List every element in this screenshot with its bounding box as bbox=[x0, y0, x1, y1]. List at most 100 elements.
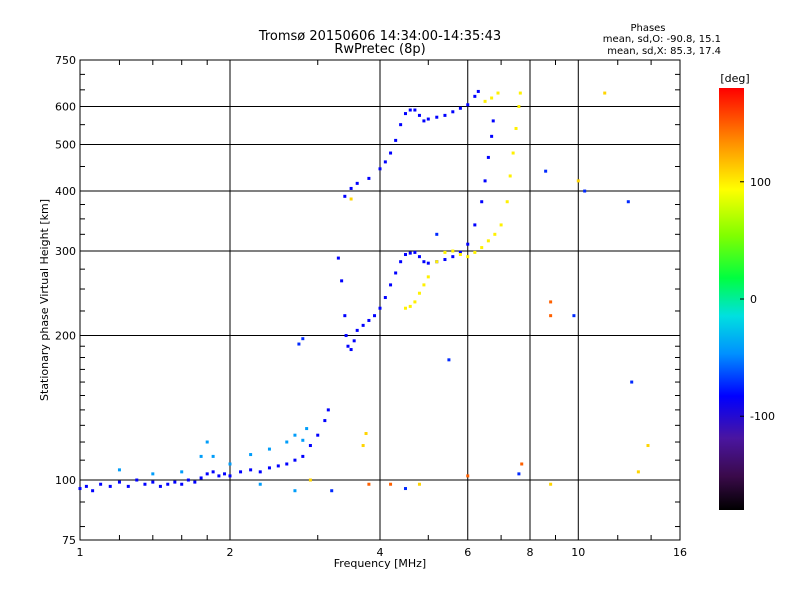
data-point bbox=[239, 470, 243, 474]
data-point bbox=[408, 304, 412, 308]
data-point bbox=[435, 115, 439, 119]
data-point bbox=[211, 470, 215, 474]
data-point bbox=[297, 342, 301, 346]
data-point bbox=[228, 474, 232, 478]
data-point bbox=[223, 472, 227, 476]
data-point bbox=[383, 296, 387, 300]
data-point bbox=[451, 110, 455, 114]
data-point bbox=[186, 478, 190, 482]
x-tick-label: 16 bbox=[673, 546, 687, 559]
data-point bbox=[426, 117, 430, 121]
y-tick-label: 200 bbox=[55, 330, 76, 343]
data-point bbox=[549, 300, 553, 304]
data-point bbox=[367, 318, 371, 322]
data-point bbox=[84, 484, 88, 488]
data-point bbox=[285, 440, 289, 444]
colorbar-tick-label: 0 bbox=[750, 293, 757, 306]
data-point bbox=[549, 482, 553, 486]
data-point bbox=[330, 489, 334, 493]
data-point bbox=[389, 151, 393, 155]
data-point bbox=[135, 478, 139, 482]
data-point bbox=[117, 468, 121, 472]
chart-title: Tromsø 20150606 14:34:00-14:35:43 bbox=[258, 29, 501, 44]
data-point bbox=[426, 261, 430, 265]
y-tick-label: 300 bbox=[55, 245, 76, 258]
data-point bbox=[646, 444, 650, 448]
data-point bbox=[143, 482, 147, 486]
x-tick-label: 10 bbox=[571, 546, 585, 559]
data-point bbox=[352, 339, 356, 343]
data-point bbox=[413, 300, 417, 304]
data-point bbox=[626, 200, 630, 204]
data-point bbox=[199, 454, 203, 458]
series-points bbox=[343, 89, 480, 198]
data-point bbox=[466, 474, 470, 478]
data-point bbox=[508, 174, 512, 178]
data-point bbox=[205, 440, 209, 444]
data-point bbox=[199, 476, 203, 480]
data-point bbox=[422, 283, 426, 287]
data-point bbox=[301, 337, 305, 341]
data-point bbox=[466, 255, 470, 259]
series-points bbox=[367, 300, 553, 486]
data-point bbox=[305, 427, 309, 431]
data-point bbox=[378, 167, 382, 171]
y-tick-label: 500 bbox=[55, 139, 76, 152]
data-point bbox=[417, 113, 421, 117]
data-point bbox=[576, 179, 580, 183]
data-point bbox=[490, 96, 494, 100]
data-point bbox=[422, 260, 426, 264]
data-point bbox=[340, 279, 344, 283]
data-point bbox=[473, 250, 477, 254]
data-point bbox=[344, 334, 348, 338]
data-point bbox=[511, 151, 515, 155]
data-point bbox=[422, 119, 426, 123]
data-point bbox=[496, 91, 500, 95]
series-points bbox=[117, 427, 309, 493]
data-point bbox=[308, 478, 312, 482]
data-point bbox=[417, 255, 421, 259]
data-point bbox=[403, 306, 407, 310]
data-point bbox=[117, 480, 121, 484]
data-point bbox=[217, 474, 221, 478]
data-point bbox=[451, 255, 455, 259]
data-point bbox=[267, 466, 271, 470]
data-point bbox=[343, 194, 347, 198]
data-point bbox=[126, 484, 130, 488]
data-point bbox=[473, 223, 477, 227]
data-point bbox=[108, 484, 112, 488]
data-point bbox=[505, 200, 509, 204]
data-point bbox=[211, 454, 215, 458]
colorbar-label: [deg] bbox=[720, 72, 749, 85]
data-point bbox=[426, 275, 430, 279]
data-point bbox=[373, 314, 377, 318]
series-points bbox=[403, 91, 522, 310]
x-tick-label: 1 bbox=[77, 546, 84, 559]
data-point bbox=[367, 482, 371, 486]
data-point bbox=[403, 112, 407, 116]
data-point bbox=[285, 462, 289, 466]
y-axis-ticks: 75 100 200 300 400 500 600 750 bbox=[55, 54, 680, 547]
data-point bbox=[447, 358, 451, 362]
data-point bbox=[301, 438, 305, 442]
x-tick-label: 2 bbox=[227, 546, 234, 559]
series-points bbox=[297, 169, 634, 493]
y-tick-label: 400 bbox=[55, 185, 76, 198]
data-point bbox=[466, 242, 470, 246]
colorbar-ticks: 100 0 -100 bbox=[740, 176, 775, 423]
data-point bbox=[486, 239, 490, 243]
data-point bbox=[458, 253, 462, 257]
data-point bbox=[293, 458, 297, 462]
data-point bbox=[249, 468, 253, 472]
data-point bbox=[443, 113, 447, 117]
data-point bbox=[493, 232, 497, 236]
data-point bbox=[417, 482, 421, 486]
x-tick-label: 8 bbox=[527, 546, 534, 559]
data-point bbox=[630, 380, 634, 384]
data-point bbox=[293, 489, 297, 493]
data-point bbox=[399, 123, 403, 127]
data-points bbox=[78, 89, 650, 493]
data-point bbox=[349, 186, 353, 190]
data-point bbox=[173, 480, 177, 484]
data-point bbox=[490, 134, 494, 138]
